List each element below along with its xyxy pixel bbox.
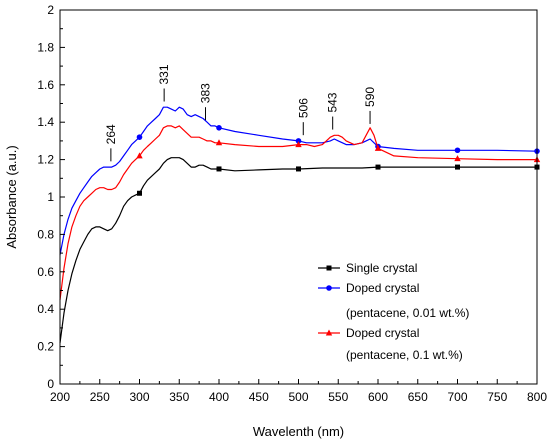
y-tick-label: 0.6	[37, 265, 54, 279]
y-tick-label: 0	[47, 377, 54, 391]
x-tick-label: 700	[447, 390, 467, 404]
x-tick-label: 600	[368, 390, 388, 404]
data-point-doped-01	[454, 155, 461, 162]
y-tick-label: 1	[47, 190, 54, 204]
y-tick-label: 1.2	[37, 153, 54, 167]
series-line-doped-01	[59, 125, 537, 300]
y-tick-label: 1.8	[37, 40, 54, 54]
annotation-label: 331	[157, 64, 171, 84]
data-point-doped-001	[216, 125, 222, 131]
data-point-doped-01	[136, 152, 143, 159]
legend-marker-doped-001	[326, 285, 332, 291]
annotation-label: 264	[104, 124, 118, 144]
legend-label-doped-001-detail: (pentacene, 0.01 wt.%)	[346, 306, 469, 320]
data-point-single-crystal	[455, 164, 460, 170]
data-point-single-crystal	[375, 164, 381, 170]
legend-label-single-crystal: Single crystal	[346, 261, 417, 275]
y-axis-label: Absorbance (a.u.)	[4, 145, 19, 248]
annotation-label: 383	[198, 83, 212, 103]
data-point-doped-01	[295, 141, 302, 148]
series-line-doped-001	[59, 106, 538, 256]
data-point-doped-001	[136, 134, 143, 140]
x-tick-label: 800	[527, 390, 547, 404]
annotation-label: 590	[363, 87, 377, 107]
legend-marker-single-crystal	[326, 265, 332, 271]
data-point-doped-001	[295, 138, 302, 144]
legend-label-doped-01-detail: (pentacene, 0.1 wt.%)	[346, 348, 463, 362]
legend-marker-doped-01	[325, 329, 333, 336]
annotation-label: 543	[326, 92, 340, 112]
axes: 200 250 300 350 400 450 500 550 600 650 700 750 800 0…	[37, 3, 547, 404]
data-point-doped-001	[454, 147, 461, 154]
data-point-single-crystal	[137, 190, 142, 196]
y-tick-label: 0.4	[37, 302, 54, 316]
data-point-single-crystal	[216, 166, 222, 172]
legend-label-doped-01: Doped crystal	[346, 326, 419, 340]
x-tick-label: 650	[408, 390, 428, 404]
y-tick-label: 0.2	[37, 340, 54, 354]
x-tick-label: 250	[90, 390, 110, 404]
x-tick-label: 750	[487, 390, 507, 404]
data-point-doped-01	[374, 144, 382, 151]
y-tick-label: 1.4	[37, 115, 54, 129]
annotation-label: 506	[296, 98, 310, 118]
peak-annotations: 264 331 383 506 543 590	[104, 64, 377, 162]
x-tick-label: 450	[249, 390, 269, 404]
legend-label-doped-001: Doped crystal	[346, 281, 419, 295]
legend: Single crystal Doped crystal (pentacene,…	[318, 261, 469, 362]
x-axis-label: Wavelenth (nm)	[253, 424, 344, 439]
x-tick-label: 400	[209, 390, 229, 404]
series-line-single-crystal	[59, 157, 537, 343]
y-tick-label: 0.8	[37, 227, 54, 241]
x-tick-label: 300	[129, 390, 149, 404]
data-point-single-crystal	[296, 166, 301, 172]
x-tick-label: 200	[50, 390, 70, 404]
x-tick-label: 350	[169, 390, 189, 404]
data-point-doped-01	[215, 139, 223, 146]
y-tick-label: 1.6	[37, 78, 54, 92]
x-tick-label: 550	[328, 390, 348, 404]
y-tick-label: 2	[47, 3, 54, 17]
x-tick-label: 500	[288, 390, 308, 404]
